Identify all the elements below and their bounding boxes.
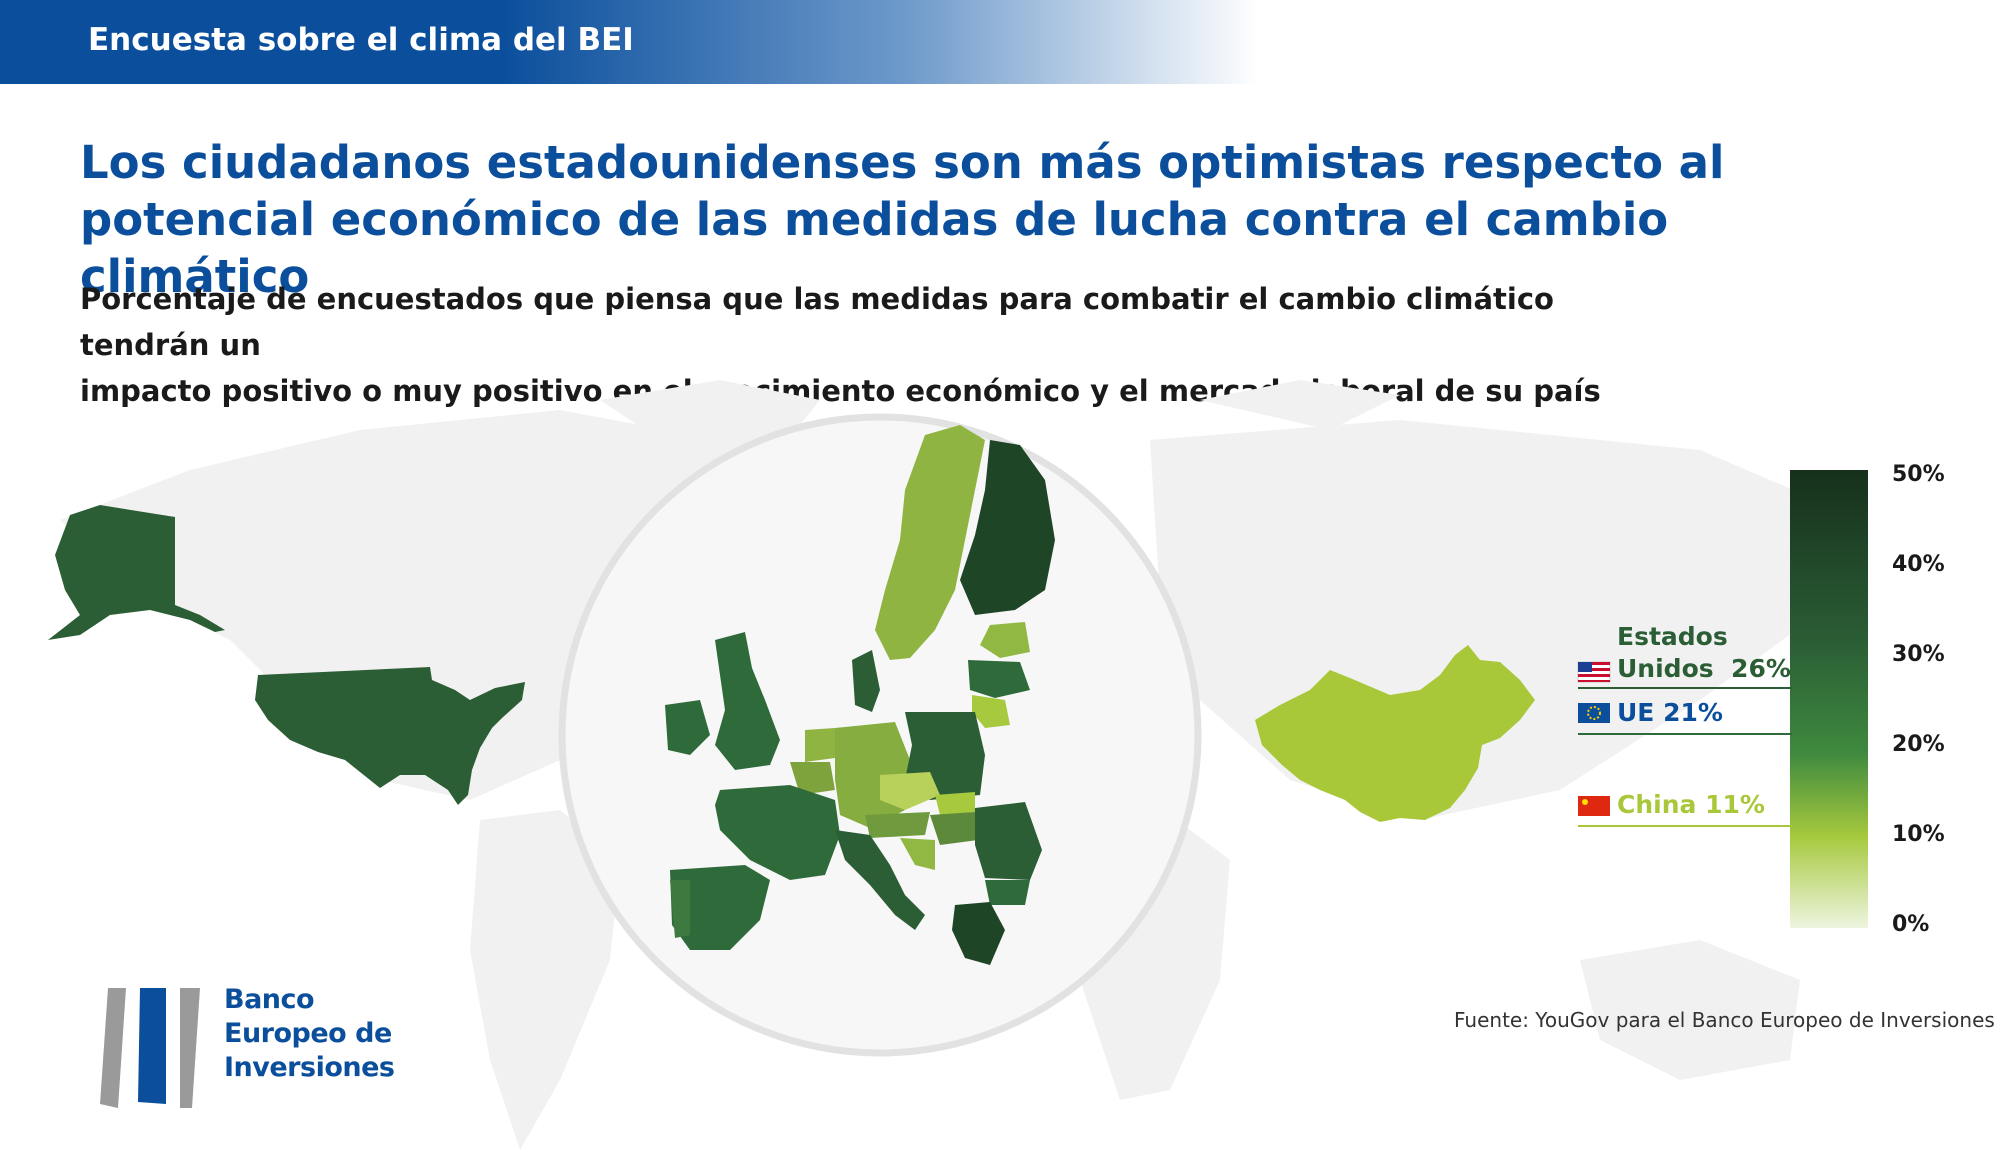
legend-tick-50: 50% bbox=[1892, 462, 1945, 487]
us-label-line1: Estados bbox=[1617, 622, 1728, 651]
eu-label: UE 21% bbox=[1617, 698, 1723, 727]
ireland-shape bbox=[665, 700, 710, 755]
legend-color-bar bbox=[1790, 470, 1868, 928]
legend-tick-10: 10% bbox=[1892, 822, 1945, 847]
spain-shape bbox=[670, 865, 770, 950]
lithuania-shape bbox=[972, 695, 1010, 728]
eu-flag-icon bbox=[1578, 703, 1610, 723]
croatia-shape bbox=[900, 838, 935, 870]
denmark-shape bbox=[852, 650, 880, 712]
eu-name: UE bbox=[1617, 698, 1655, 727]
czechia-shape bbox=[880, 772, 940, 810]
legend-tick-30: 30% bbox=[1892, 642, 1945, 667]
china-label: China 11% bbox=[1617, 790, 1765, 819]
us-value: 26% bbox=[1731, 654, 1791, 683]
china-name: China bbox=[1617, 790, 1697, 819]
austria-shape bbox=[865, 812, 930, 838]
latvia-shape bbox=[968, 660, 1030, 698]
us-label-line2: Unidos bbox=[1617, 654, 1714, 683]
portugal-shape bbox=[670, 880, 690, 938]
us-label: Unidos 26% bbox=[1617, 654, 1791, 683]
header-banner: Encuesta sobre el clima del BEI bbox=[0, 0, 1260, 84]
alaska-shape bbox=[48, 505, 225, 640]
china-value: 11% bbox=[1705, 790, 1765, 819]
finland-shape bbox=[960, 440, 1055, 615]
subtitle: Porcentaje de encuestados que piensa que… bbox=[80, 276, 1640, 414]
usa-shape bbox=[255, 667, 525, 805]
sweden-shape bbox=[875, 425, 985, 660]
bulgaria-shape bbox=[985, 880, 1030, 905]
logo-text-line3: Inversiones bbox=[224, 1052, 395, 1083]
france-shape bbox=[715, 785, 840, 880]
legend-tick-40: 40% bbox=[1892, 552, 1945, 577]
great-britain-shape bbox=[715, 632, 780, 770]
slovakia-shape bbox=[935, 792, 975, 815]
belgium-shape bbox=[790, 762, 835, 795]
logo-text-line2: Europeo de bbox=[224, 1018, 392, 1049]
legend-tick-20: 20% bbox=[1892, 732, 1945, 757]
page-title: Los ciudadanos estadounidenses son más o… bbox=[80, 136, 1725, 303]
romania-shape bbox=[975, 802, 1042, 880]
eib-logo-icon bbox=[100, 988, 200, 1108]
china-shape bbox=[1255, 645, 1535, 822]
italy-shape bbox=[835, 830, 925, 930]
china-flag-icon bbox=[1578, 796, 1610, 816]
europe-countries bbox=[665, 425, 1055, 965]
banner-title: Encuesta sobre el clima del BEI bbox=[88, 22, 634, 58]
greece-shape bbox=[952, 902, 1005, 965]
logo-text-line1: Banco bbox=[224, 984, 315, 1015]
netherlands-shape bbox=[805, 728, 835, 762]
legend-tick-0: 0% bbox=[1892, 912, 1930, 937]
subtitle-line-1: Porcentaje de encuestados que piensa que… bbox=[80, 282, 1554, 362]
eu-value: 21% bbox=[1663, 698, 1723, 727]
source-note: Fuente: YouGov para el Banco Europeo de … bbox=[1454, 1008, 1995, 1032]
hungary-shape bbox=[930, 812, 978, 845]
estonia-shape bbox=[980, 622, 1030, 658]
us-flag-icon bbox=[1577, 661, 1611, 683]
